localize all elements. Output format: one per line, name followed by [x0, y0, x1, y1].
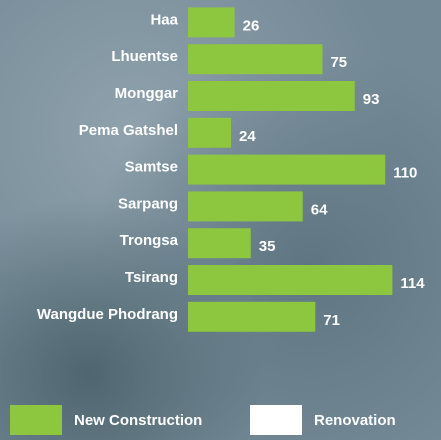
bar — [188, 191, 303, 222]
legend-swatch — [10, 405, 62, 435]
category-label: Sarpang — [118, 195, 178, 212]
category-label: Wangdue Phodrang — [37, 306, 178, 323]
bar — [188, 81, 355, 111]
bar — [188, 154, 386, 185]
value-label: 93 — [363, 91, 380, 108]
bar — [188, 228, 251, 259]
value-label: 114 — [400, 275, 425, 292]
bar — [188, 265, 393, 295]
category-label: Monggar — [115, 85, 178, 102]
value-label: 71 — [323, 312, 340, 329]
legend-label: New Construction — [74, 412, 202, 429]
category-label: Lhuentse — [111, 48, 178, 65]
value-label: 64 — [311, 201, 328, 218]
category-label: Samtse — [125, 159, 178, 176]
legend-swatch — [250, 405, 302, 435]
value-label: 26 — [243, 17, 260, 34]
category-label: Trongsa — [120, 232, 179, 249]
category-label: Tsirang — [125, 269, 178, 286]
bar — [188, 301, 316, 332]
bar — [188, 7, 235, 38]
bar — [188, 117, 232, 148]
value-label: 35 — [259, 238, 276, 255]
legend-label: Renovation — [314, 412, 396, 429]
category-label: Haa — [150, 11, 178, 28]
category-label: Pema Gatshel — [79, 122, 178, 139]
value-label: 75 — [330, 54, 347, 71]
value-label: 24 — [239, 128, 256, 145]
bar — [188, 44, 323, 75]
value-label: 110 — [393, 165, 417, 182]
